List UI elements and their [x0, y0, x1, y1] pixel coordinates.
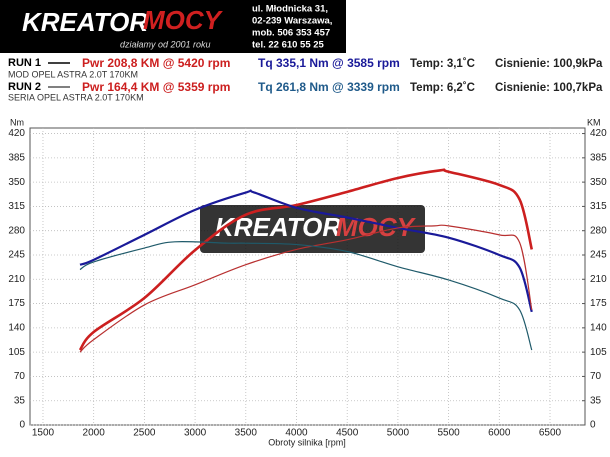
address: 02-239 Warszawa,: [252, 16, 332, 27]
y2-tick-label: 385: [590, 152, 607, 163]
logo-left: KREATOR: [22, 7, 148, 37]
curve: [79, 241, 533, 351]
x-tick-label: 5500: [437, 428, 460, 439]
address: mob. 506 353 457: [252, 28, 330, 39]
run-pressure: Cisnienie: 100,7kPa: [495, 82, 603, 94]
x-tick-label: 4500: [336, 428, 359, 439]
address: tel. 22 610 55 25: [252, 40, 325, 51]
y-tick-label: 280: [8, 225, 25, 236]
run-label: RUN 2: [8, 81, 41, 93]
tagline: działamy od 2001 roku: [120, 39, 211, 49]
curve: [78, 168, 534, 351]
y2-tick-label: 105: [590, 347, 607, 358]
x-tick-label: 6000: [488, 428, 511, 439]
logo-right: MOCY: [143, 5, 224, 35]
run-power: Pwr 164,4 KM @ 5359 rpm: [82, 80, 230, 94]
y2-tick-label: 175: [590, 298, 607, 309]
y-tick-label: 385: [8, 152, 25, 163]
y2-tick-label: 0: [590, 420, 596, 431]
y2-tick-label: 140: [590, 322, 607, 333]
run-power: Pwr 208,8 KM @ 5420 rpm: [82, 56, 230, 70]
x-tick-label: 6500: [539, 428, 562, 439]
y2-axis-label: KM: [587, 117, 601, 127]
y-tick-label: 70: [14, 371, 26, 382]
y-tick-label: 0: [19, 420, 25, 431]
x-tick-label: 3500: [235, 428, 258, 439]
y2-tick-label: 245: [590, 250, 607, 261]
watermark-box: [200, 205, 425, 253]
y2-tick-label: 70: [590, 371, 602, 382]
x-tick-label: 4000: [285, 428, 308, 439]
y2-tick-label: 420: [590, 128, 607, 139]
y-tick-label: 315: [8, 201, 25, 212]
y2-tick-label: 280: [590, 225, 607, 236]
run-temp: Temp: 6,2˚C: [410, 82, 475, 94]
x-tick-label: 2000: [83, 428, 106, 439]
curve: [79, 224, 533, 353]
y-tick-label: 105: [8, 347, 25, 358]
y-tick-label: 35: [14, 395, 26, 406]
y-axis-label: Nm: [10, 117, 24, 127]
y-tick-label: 210: [8, 274, 25, 285]
run-torque: Tq 261,8 Nm @ 3339 rpm: [258, 80, 400, 94]
watermark-left: KREATOR: [215, 212, 341, 242]
y2-tick-label: 350: [590, 177, 607, 188]
y2-tick-label: 35: [590, 395, 602, 406]
y-tick-label: 420: [8, 128, 25, 139]
run-torque: Tq 335,1 Nm @ 3585 rpm: [258, 56, 400, 70]
run-label: RUN 1: [8, 57, 41, 69]
header-box: [0, 0, 346, 53]
run-pressure: Cisnienie: 100,9kPa: [495, 58, 603, 70]
y-tick-label: 245: [8, 250, 25, 261]
run-description: MOD OPEL ASTRA 2.0T 170KM: [8, 69, 138, 79]
x-tick-label: 1500: [32, 428, 55, 439]
y2-tick-label: 315: [590, 201, 607, 212]
plot-frame: [29, 127, 586, 426]
x-tick-label: 2500: [133, 428, 156, 439]
x-axis-label: Obroty silnika [rpm]: [268, 437, 346, 447]
x-tick-label: 5000: [387, 428, 410, 439]
y-tick-label: 350: [8, 177, 25, 188]
run-description: SERIA OPEL ASTRA 2.0T 170KM: [8, 92, 144, 102]
y2-tick-label: 210: [590, 274, 607, 285]
y-tick-label: 140: [8, 322, 25, 333]
x-tick-label: 3000: [184, 428, 207, 439]
run-temp: Temp: 3,1˚C: [410, 58, 475, 70]
y-tick-label: 175: [8, 298, 25, 309]
address: ul. Młodnicka 31,: [252, 4, 328, 15]
curve: [79, 189, 533, 313]
